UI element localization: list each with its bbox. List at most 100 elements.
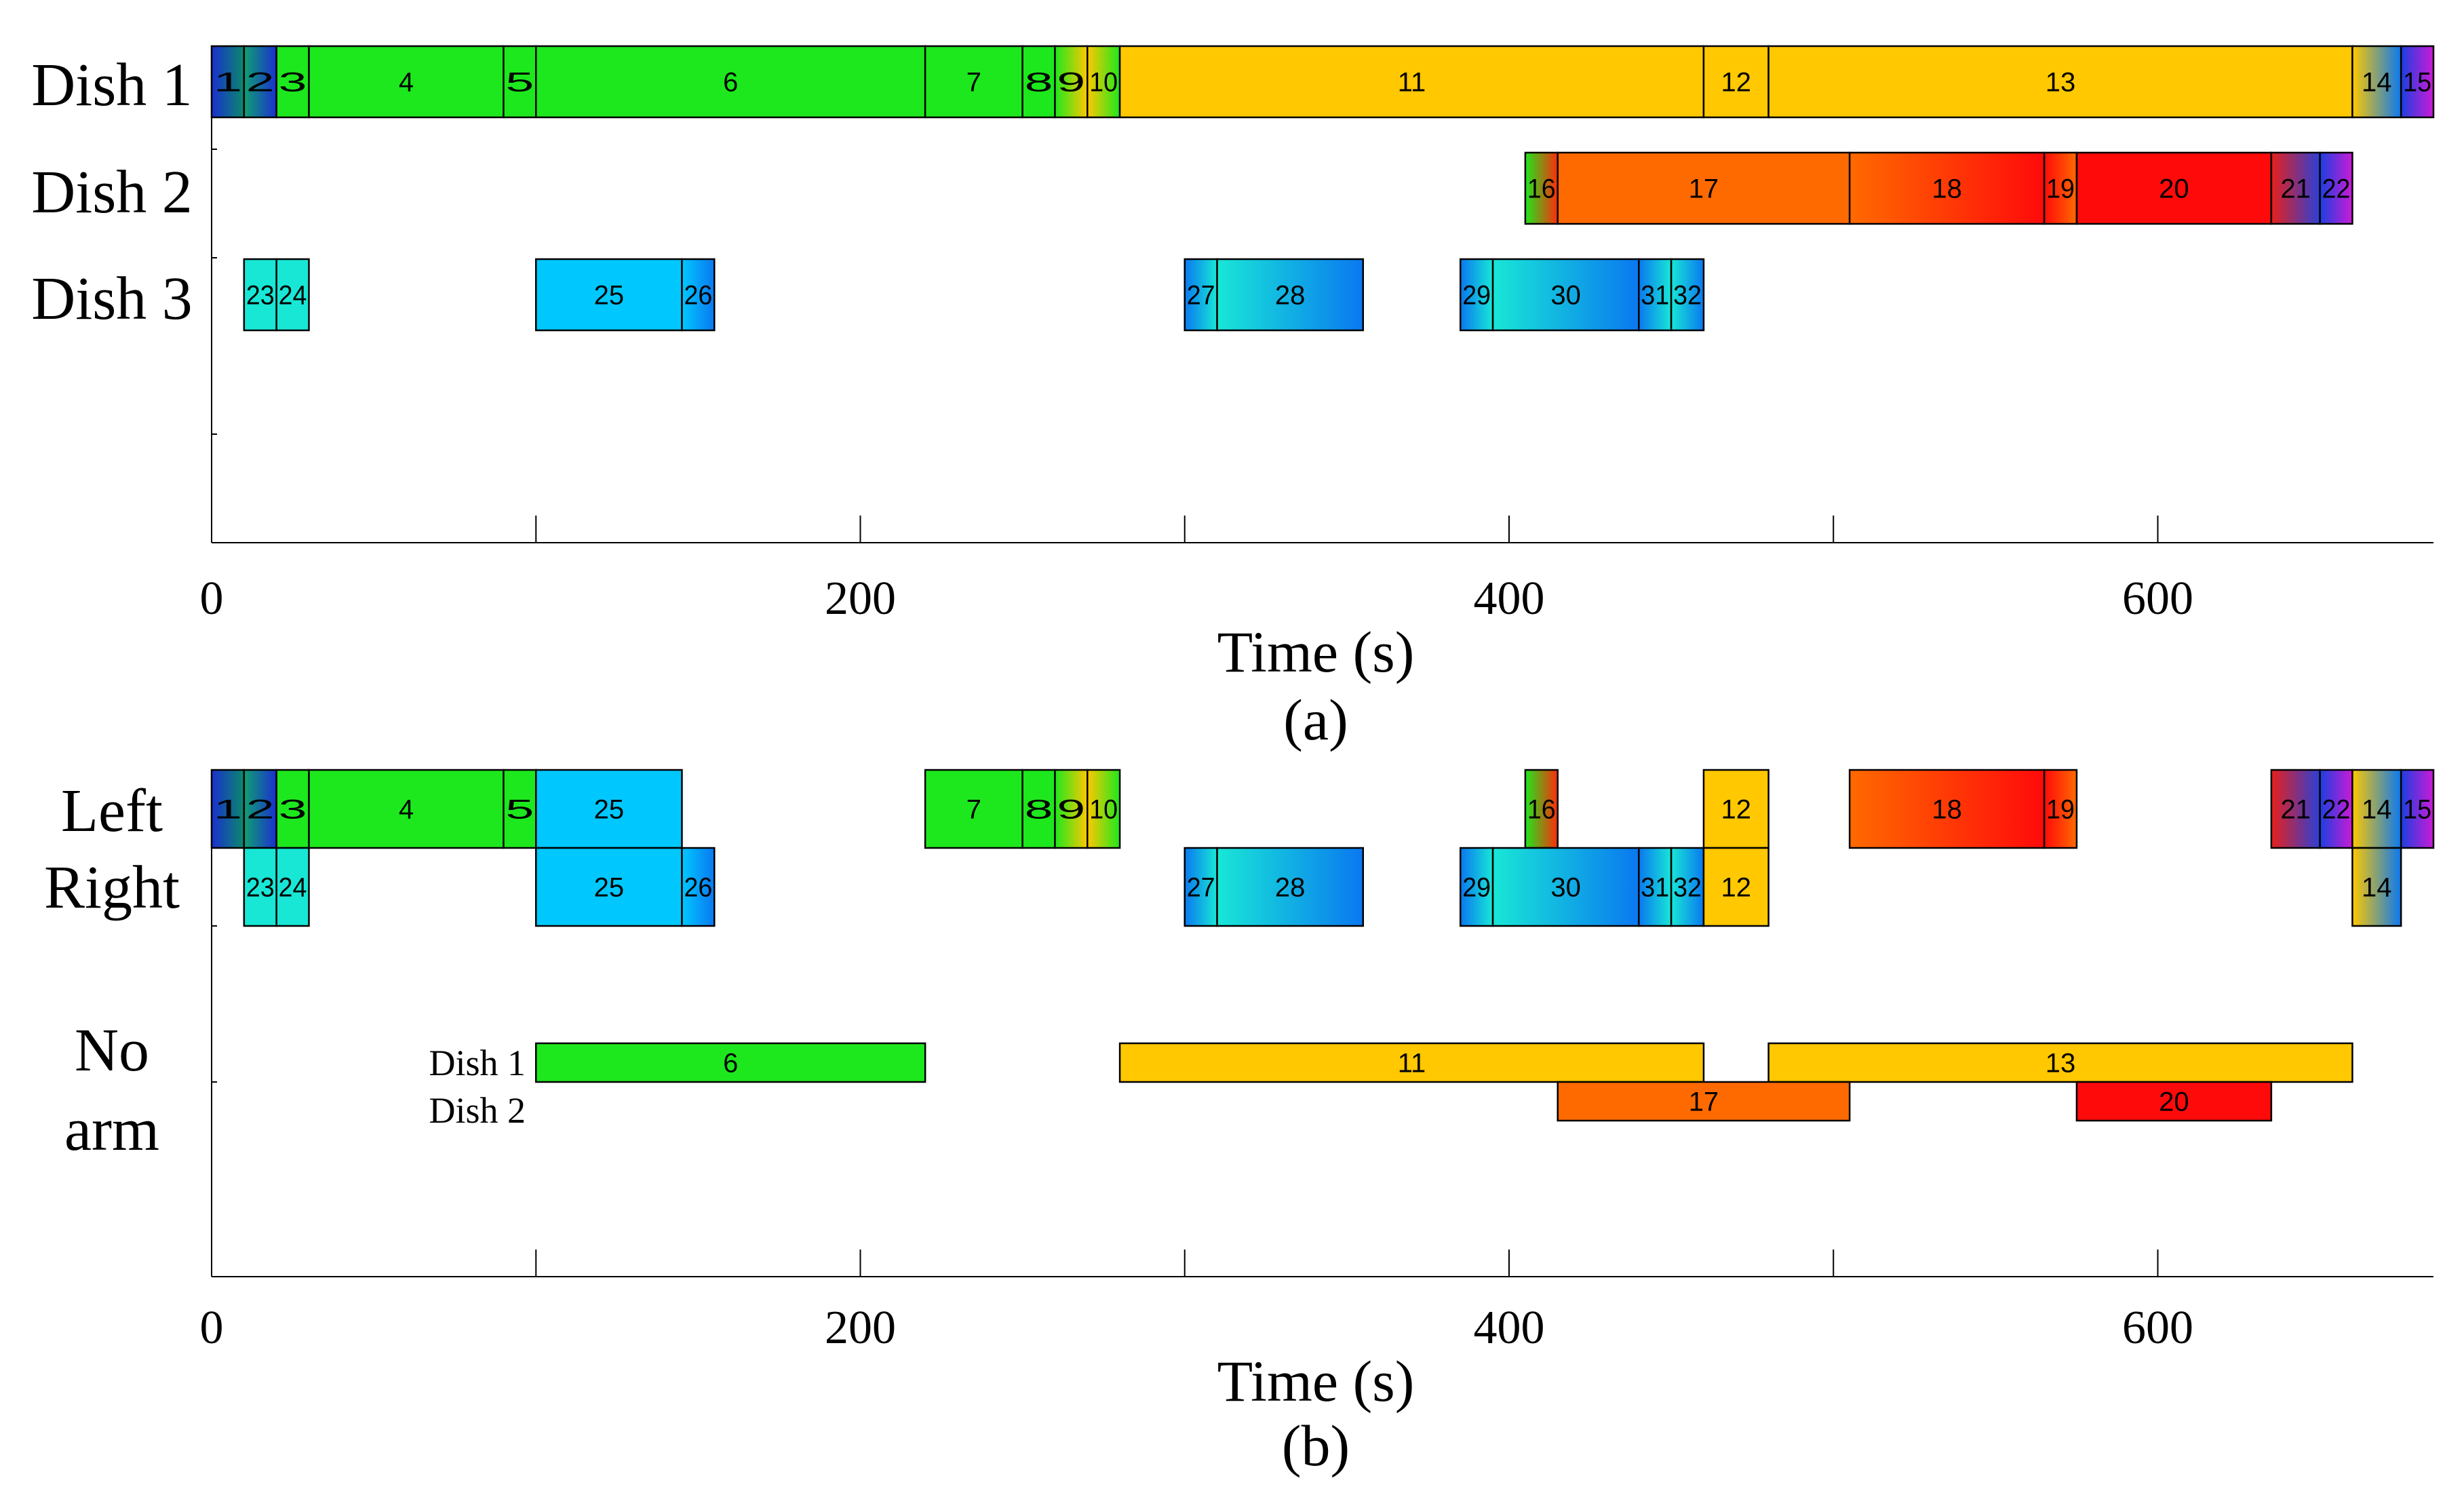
panel-b-task-label-24: 24 [279, 873, 307, 903]
panel-b-task-label-25: 25 [594, 873, 625, 903]
panel-a-x-tick-label-200: 200 [825, 573, 896, 625]
panel-b-task-bar-14 [2351, 847, 2402, 927]
panel-b-task-label-30: 30 [1550, 873, 1581, 903]
panel-b-task-bar-31 [1638, 847, 1673, 927]
panel-a-task-bar-7 [924, 45, 1023, 119]
panel-b-task-label-25: 25 [594, 795, 625, 825]
panel-b-task-label-5: 5 [505, 795, 534, 825]
panel-b-task-bar-7 [924, 769, 1023, 849]
panel-b-task-label-2: 2 [246, 795, 275, 825]
panel-b-task-bar-6 [534, 1042, 926, 1083]
panel-b-task-bar-15 [2400, 769, 2435, 849]
panel-b-task-label-31: 31 [1641, 873, 1669, 903]
panel-b-task-label-29: 29 [1462, 873, 1491, 903]
panel-b-task-bar-28 [1216, 847, 1365, 927]
sub-label-dish-2: Dish 2 [429, 1090, 526, 1131]
panel-a-task-label-3: 3 [279, 68, 307, 98]
panel-b-x-tick-label-200: 200 [825, 1302, 896, 1354]
panel-b-task-label-15: 15 [2403, 795, 2431, 825]
panel-a-task-label-29: 29 [1462, 281, 1491, 311]
panel-b-task-bar-17 [1557, 1081, 1851, 1122]
panel-b-axes: 0 200 400 600 [200, 769, 2433, 1354]
row-label-dish-3: Dish 3 [31, 265, 193, 332]
panel-b-task-label-14: 14 [2362, 795, 2392, 825]
panel-b-task-label-22: 22 [2322, 795, 2351, 825]
panel-b-task-bar-2 [243, 769, 277, 849]
panel-a-task-bar-16 [1524, 151, 1559, 225]
panel-b-task-bar-12 [1702, 769, 1769, 849]
panel-a-task-label-9: 9 [1057, 68, 1085, 98]
panel-a-task-label-26: 26 [684, 281, 712, 311]
panel-a-task-bar-27 [1184, 258, 1218, 332]
panel-a-task-bar-10 [1087, 45, 1121, 119]
panel-a-task-bar-24 [275, 258, 310, 332]
panel-a-task-label-32: 32 [1673, 281, 1702, 311]
panel-b-task-bar-12 [1702, 847, 1769, 927]
panel-b-task-bar-29 [1460, 847, 1494, 927]
panel-a-task-label-10: 10 [1089, 68, 1118, 98]
panel-b-task-label-3: 3 [279, 795, 307, 825]
panel-a-task-label-4: 4 [399, 68, 414, 98]
panel-a-task-bar-26 [681, 258, 716, 332]
panel-b-task-label-27: 27 [1187, 873, 1215, 903]
panel-b-x-tick-label-0: 0 [200, 1302, 224, 1354]
panel-a-task-bar-20 [2075, 151, 2273, 225]
panel-b-task-label-23: 23 [246, 873, 275, 903]
panel-a-task-label-25: 25 [594, 281, 625, 311]
row-label-dish-2: Dish 2 [31, 159, 193, 226]
panel-b-task-bar-1 [210, 769, 246, 849]
row-label-left: Left [61, 777, 163, 845]
panel-b-task-bar-16 [1524, 769, 1559, 849]
sub-label-dish-1: Dish 1 [429, 1043, 526, 1083]
panel-a-task-bar-3 [275, 45, 310, 119]
panel-b-task-label-4: 4 [399, 795, 414, 825]
panel-a-task-bar-5 [503, 45, 537, 119]
panel-b-task-bar-20 [2075, 1081, 2273, 1122]
panel-b-task-label-20: 20 [2159, 1087, 2189, 1117]
panel-b-task-label-18: 18 [1932, 795, 1962, 825]
panel-b-task-bar-11 [1118, 1042, 1705, 1083]
panel-a-task-bar-12 [1702, 45, 1769, 119]
panel-a-task-bar-18 [1848, 151, 2046, 225]
panel-a-task-bar-21 [2270, 151, 2321, 225]
panel-a-task-label-14: 14 [2362, 68, 2392, 98]
panel-a-task-label-21: 21 [2280, 174, 2311, 204]
row-label-arm: arm [64, 1096, 159, 1163]
panel-a-task-bar-22 [2319, 151, 2353, 225]
panel-a-task-label-7: 7 [966, 68, 981, 98]
panel-b-task-label-7: 7 [966, 795, 981, 825]
panel-b-x-axis-title: Time (s) [1217, 1349, 1415, 1414]
row-label-no: No [75, 1017, 149, 1084]
panel-a-task-label-31: 31 [1641, 281, 1669, 311]
panel-b-x-tick-label-400: 400 [1473, 1302, 1544, 1354]
panel-a-task-label-15: 15 [2403, 68, 2431, 98]
panel-a-x-tick-label-400: 400 [1473, 573, 1544, 625]
panel-a-task-label-24: 24 [279, 281, 307, 311]
panel-a-x-tick-label-600: 600 [2122, 573, 2193, 625]
panel-b-task-label-6: 6 [723, 1049, 738, 1079]
panel-a-task-label-5: 5 [505, 68, 534, 98]
panel-a-task-label-28: 28 [1275, 281, 1306, 311]
panel-a-x-tick-label-0: 0 [200, 573, 224, 625]
panel-b-task-label-26: 26 [684, 873, 712, 903]
panel-a-task-bar-14 [2351, 45, 2402, 119]
panel-b-task-bar-21 [2270, 769, 2321, 849]
panel-b-task-bar-25 [534, 847, 683, 927]
panel-b-task-label-17: 17 [1689, 1087, 1719, 1117]
panel-a-task-bar-23 [243, 258, 277, 332]
panel-b-task-label-9: 9 [1057, 795, 1085, 825]
panel-a-task-label-1: 1 [214, 68, 242, 98]
panel-b-task-label-14: 14 [2362, 873, 2392, 903]
panel-a-task-bar-2 [243, 45, 277, 119]
panel-a-task-label-20: 20 [2159, 174, 2189, 204]
panel-a-task-label-22: 22 [2322, 174, 2351, 204]
panel-a-task-bar-19 [2043, 151, 2078, 225]
panel-a-x-axis-title: Time (s) [1217, 619, 1415, 684]
panel-a-task-label-17: 17 [1689, 174, 1719, 204]
panel-b-task-label-8: 8 [1025, 795, 1053, 825]
panel-b-task-label-13: 13 [2046, 1049, 2076, 1079]
panel-a-task-bar-28 [1216, 258, 1365, 332]
